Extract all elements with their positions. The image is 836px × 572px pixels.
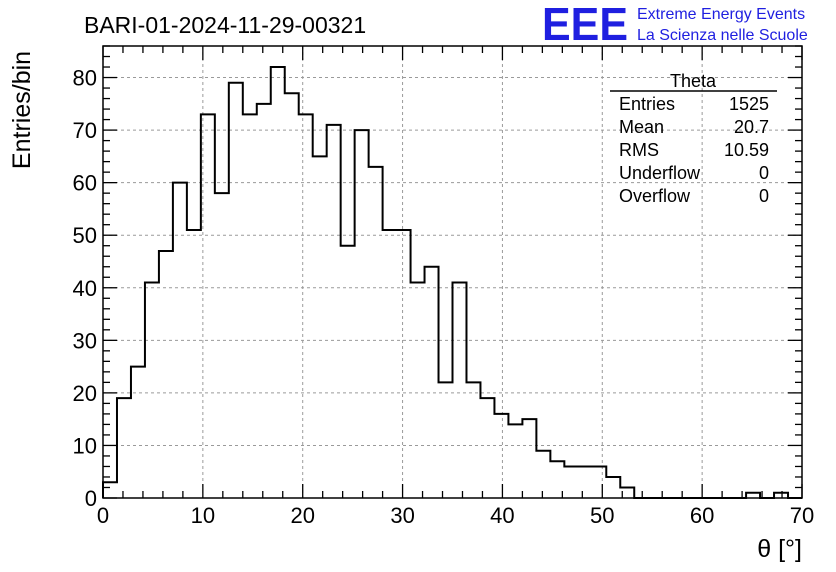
stats-value-mean: 20.7 bbox=[734, 117, 769, 137]
stats-rows: Entries 1525 Mean 20.7 RMS 10.59 Underflow 0 Ove… bbox=[619, 94, 769, 206]
logo-line-2: La Scienza nelle Scuole bbox=[637, 27, 808, 44]
stats-label-rms: RMS bbox=[619, 140, 659, 160]
stats-value-underflow: 0 bbox=[759, 163, 769, 183]
y-tick-label-4: 40 bbox=[73, 276, 97, 301]
x-tick-label-7: 70 bbox=[790, 503, 814, 528]
stats-value-rms: 10.59 bbox=[724, 140, 769, 160]
x-tick-label-0: 0 bbox=[97, 503, 109, 528]
logo-mark: EEE bbox=[542, 0, 628, 50]
x-tick-labels: 0 10 20 30 40 50 60 70 bbox=[97, 503, 814, 528]
y-tick-label-7: 70 bbox=[73, 118, 97, 143]
plot-frame bbox=[102, 45, 803, 499]
y-tick-label-2: 20 bbox=[73, 381, 97, 406]
y-tick-label-5: 50 bbox=[73, 223, 97, 248]
logo-line-1: Extreme Energy Events bbox=[637, 6, 805, 23]
chart-title: BARI-01-2024-11-29-00321 bbox=[84, 12, 366, 38]
eee-logo: EEE Extreme Energy Events La Scienza nel… bbox=[542, 0, 808, 50]
x-tick-label-2: 20 bbox=[290, 503, 314, 528]
axis-ticks bbox=[102, 45, 803, 499]
x-tick-label-1: 10 bbox=[191, 503, 215, 528]
stats-label-underflow: Underflow bbox=[619, 163, 701, 183]
stats-label-mean: Mean bbox=[619, 117, 664, 137]
stats-box: Theta Entries 1525 Mean 20.7 RMS 10.59 Underfl… bbox=[610, 71, 777, 206]
y-tick-label-1: 10 bbox=[73, 433, 97, 458]
y-tick-label-3: 30 bbox=[73, 328, 97, 353]
stats-label-entries: Entries bbox=[619, 94, 675, 114]
stats-title: Theta bbox=[670, 71, 717, 91]
y-tick-label-8: 80 bbox=[73, 66, 97, 91]
x-tick-label-6: 60 bbox=[690, 503, 714, 528]
y-axis-label: Entries/bin bbox=[8, 51, 36, 169]
x-tick-label-4: 40 bbox=[490, 503, 514, 528]
stats-label-overflow: Overflow bbox=[619, 186, 691, 206]
y-tick-label-0: 0 bbox=[85, 486, 97, 511]
histogram-line bbox=[102, 66, 802, 499]
stats-value-overflow: 0 bbox=[759, 186, 769, 206]
y-tick-labels: 0 10 20 30 40 50 60 70 80 bbox=[73, 66, 97, 511]
x-tick-label-3: 30 bbox=[390, 503, 414, 528]
x-axis-label: θ [°] bbox=[757, 535, 802, 563]
stats-value-entries: 1525 bbox=[729, 94, 769, 114]
y-tick-label-6: 60 bbox=[73, 171, 97, 196]
x-tick-label-5: 50 bbox=[590, 503, 614, 528]
